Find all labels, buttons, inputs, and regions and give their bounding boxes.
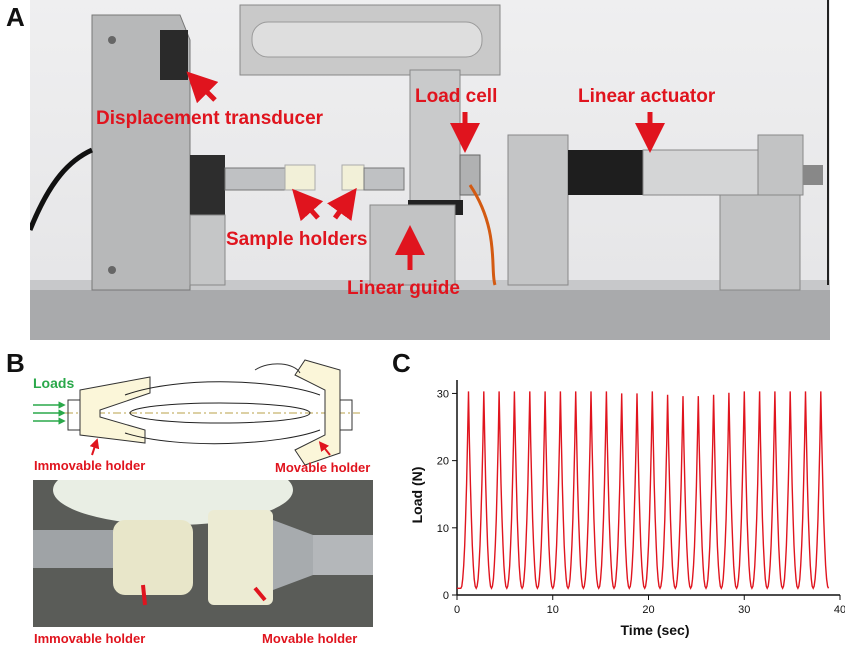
y-tick-label: 10 — [437, 523, 449, 535]
label-load-cell: Load cell — [415, 86, 498, 107]
load-series-line — [457, 391, 830, 590]
x-tick-label: 30 — [738, 604, 750, 616]
x-tick-label: 40 — [834, 604, 845, 616]
label-displacement-transducer: Displacement transducer — [96, 108, 324, 129]
schematic-movable-holder-label: Movable holder — [275, 460, 371, 475]
photo-movable-holder-label: Movable holder — [262, 631, 358, 646]
x-tick-label: 10 — [547, 604, 559, 616]
x-axis-label: Time (sec) — [621, 622, 690, 638]
y-tick-label: 0 — [443, 590, 449, 602]
y-tick-label: 30 — [437, 388, 449, 400]
schematic-diagram — [33, 359, 360, 466]
panel-c-letter: C — [392, 348, 411, 378]
panel-b-letter: B — [6, 348, 25, 378]
sample-photo — [33, 480, 373, 627]
apparatus-illustration — [30, 0, 830, 340]
label-linear-actuator: Linear actuator — [578, 86, 716, 107]
loads-label: Loads — [33, 375, 75, 391]
panel-a-arrows — [186, 71, 665, 270]
label-linear-guide: Linear guide — [347, 278, 460, 299]
panel-a-letter: A — [6, 2, 25, 32]
load-time-chart: 0 10 20 30 40 0 10 20 30 Time (sec) Load (N) — [409, 380, 845, 638]
chart-series — [457, 391, 830, 590]
photo-immovable-holder-label: Immovable holder — [34, 631, 146, 646]
label-sample-holders: Sample holders — [226, 229, 368, 250]
y-tick-label: 20 — [437, 456, 449, 468]
x-tick-label: 0 — [454, 604, 460, 616]
sample-illustration — [33, 480, 373, 627]
schematic-immovable-holder-label: Immovable holder — [34, 458, 146, 473]
apparatus-photo — [30, 0, 830, 340]
y-axis-label: Load (N) — [409, 467, 425, 524]
chart-axes: 0 10 20 30 40 0 10 20 30 — [437, 380, 845, 616]
x-tick-label: 20 — [642, 604, 654, 616]
